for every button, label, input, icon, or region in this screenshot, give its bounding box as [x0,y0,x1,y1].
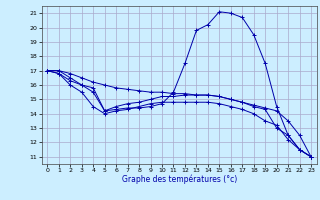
X-axis label: Graphe des températures (°c): Graphe des températures (°c) [122,175,237,184]
